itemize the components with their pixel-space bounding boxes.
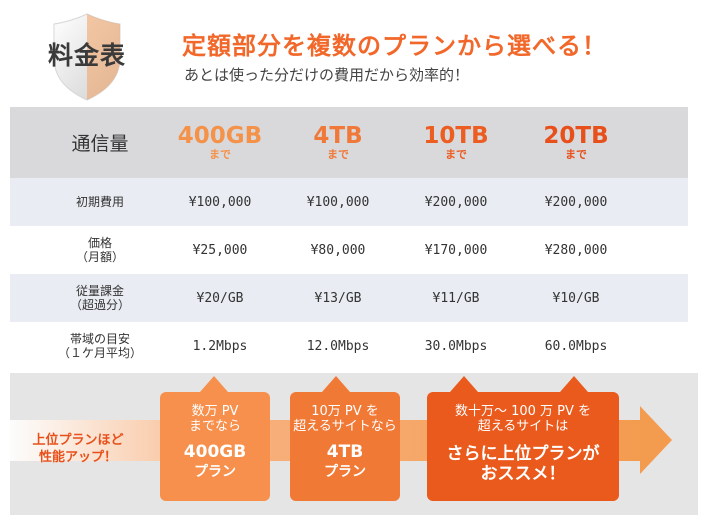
card-plan: さらに上位プランが [446, 444, 600, 464]
table-row: 帯域の目安 （１ケ月平均） 1.2Mbps 12.0Mbps 30.0Mbps … [10, 322, 688, 370]
table-cell: ¥170,000 [424, 242, 488, 258]
table-cell: 30.0Mbps [424, 338, 488, 354]
card-condition: 10万 PV を [311, 404, 379, 419]
plan-sub: まで [445, 147, 467, 161]
upgrade-line: 上位プランほど [32, 433, 124, 448]
row-label: 従量課金 [75, 284, 124, 298]
recommend-card-400gb: 数万 PV までなら 400GB プラン [160, 392, 270, 501]
table-cell: ¥20/GB [196, 290, 244, 306]
table-cell: ¥200,000 [544, 194, 608, 210]
plan-name: 400GB [177, 122, 263, 149]
price-badge: 料金表 [30, 12, 144, 102]
badge-label: 料金表 [47, 41, 126, 70]
plan-sub: まで [565, 147, 587, 161]
table-row: 価格 （月額） ¥25,000 ¥80,000 ¥170,000 ¥280,00… [10, 226, 688, 274]
row-label: 帯域の目安 [69, 332, 130, 346]
card-plan-sub: プラン [194, 464, 236, 480]
plan-name: 20TB [543, 122, 609, 149]
table-cell: ¥200,000 [424, 194, 488, 210]
card-condition: までなら [188, 419, 241, 434]
row-label: 初期費用 [75, 195, 124, 209]
row-label: 価格 [87, 236, 112, 250]
table-cell: 60.0Mbps [544, 338, 608, 354]
recommend-card-upper: 数十万～ 100 万 PV を 超えるサイトは さらに上位プランが おススメ！ [427, 392, 619, 501]
plan-name: 4TB [313, 122, 363, 149]
card-condition: 超えるサイトなら [293, 419, 397, 434]
table-header-row: 通信量 400GB まで 4TB まで 10TB まで 20TB まで [10, 107, 688, 178]
plan-header: 20TB まで [516, 107, 636, 178]
page-subline: あとは使った分だけの費用だから効率的！ [184, 66, 470, 84]
plan-header: 4TB まで [278, 107, 398, 178]
table-cell: ¥10/GB [552, 290, 600, 306]
corner-label: 通信量 [71, 133, 129, 155]
table-cell: ¥80,000 [310, 242, 366, 258]
card-plan: 400GB [183, 442, 247, 462]
recommend-card-4tb: 10万 PV を 超えるサイトなら 4TB プラン [290, 392, 400, 501]
table-cell: 12.0Mbps [306, 338, 370, 354]
table-cell: ¥280,000 [544, 242, 608, 258]
row-label-note: （月額） [75, 250, 124, 264]
table-cell: ¥13/GB [314, 290, 362, 306]
page-headline: 定額部分を複数のプランから選べる！ [182, 32, 607, 60]
table-cell: 1.2Mbps [192, 338, 248, 354]
upgrade-callout: 上位プランほど 性能アップ！ [22, 432, 134, 466]
upgrade-line: 性能アップ！ [38, 450, 117, 465]
card-condition: 数万 PV [191, 404, 239, 419]
card-condition: 数十万～ 100 万 PV を [454, 404, 592, 419]
table-cell: ¥100,000 [306, 194, 370, 210]
plan-header: 10TB まで [396, 107, 516, 178]
table-cell: ¥100,000 [188, 194, 252, 210]
row-label-note: （１ケ月平均） [57, 346, 142, 360]
card-plan-sub: プラン [324, 464, 366, 480]
card-plan: 4TB [326, 442, 364, 462]
shield-icon [53, 13, 121, 101]
plan-sub: まで [327, 147, 349, 161]
price-table: 通信量 400GB まで 4TB まで 10TB まで 20TB まで 初期費用… [10, 107, 688, 370]
table-cell: ¥25,000 [192, 242, 248, 258]
card-condition: 超えるサイトは [477, 419, 569, 434]
row-label-note: （超過分） [69, 298, 130, 312]
table-row: 従量課金 （超過分） ¥20/GB ¥13/GB ¥11/GB ¥10/GB [10, 274, 688, 322]
plan-sub: まで [209, 147, 231, 161]
plan-header: 400GB まで [160, 107, 280, 178]
plan-name: 10TB [423, 122, 489, 149]
card-plan-sub: おススメ！ [480, 464, 566, 484]
table-row: 初期費用 ¥100,000 ¥100,000 ¥200,000 ¥200,000 [10, 178, 688, 226]
table-cell: ¥11/GB [432, 290, 480, 306]
